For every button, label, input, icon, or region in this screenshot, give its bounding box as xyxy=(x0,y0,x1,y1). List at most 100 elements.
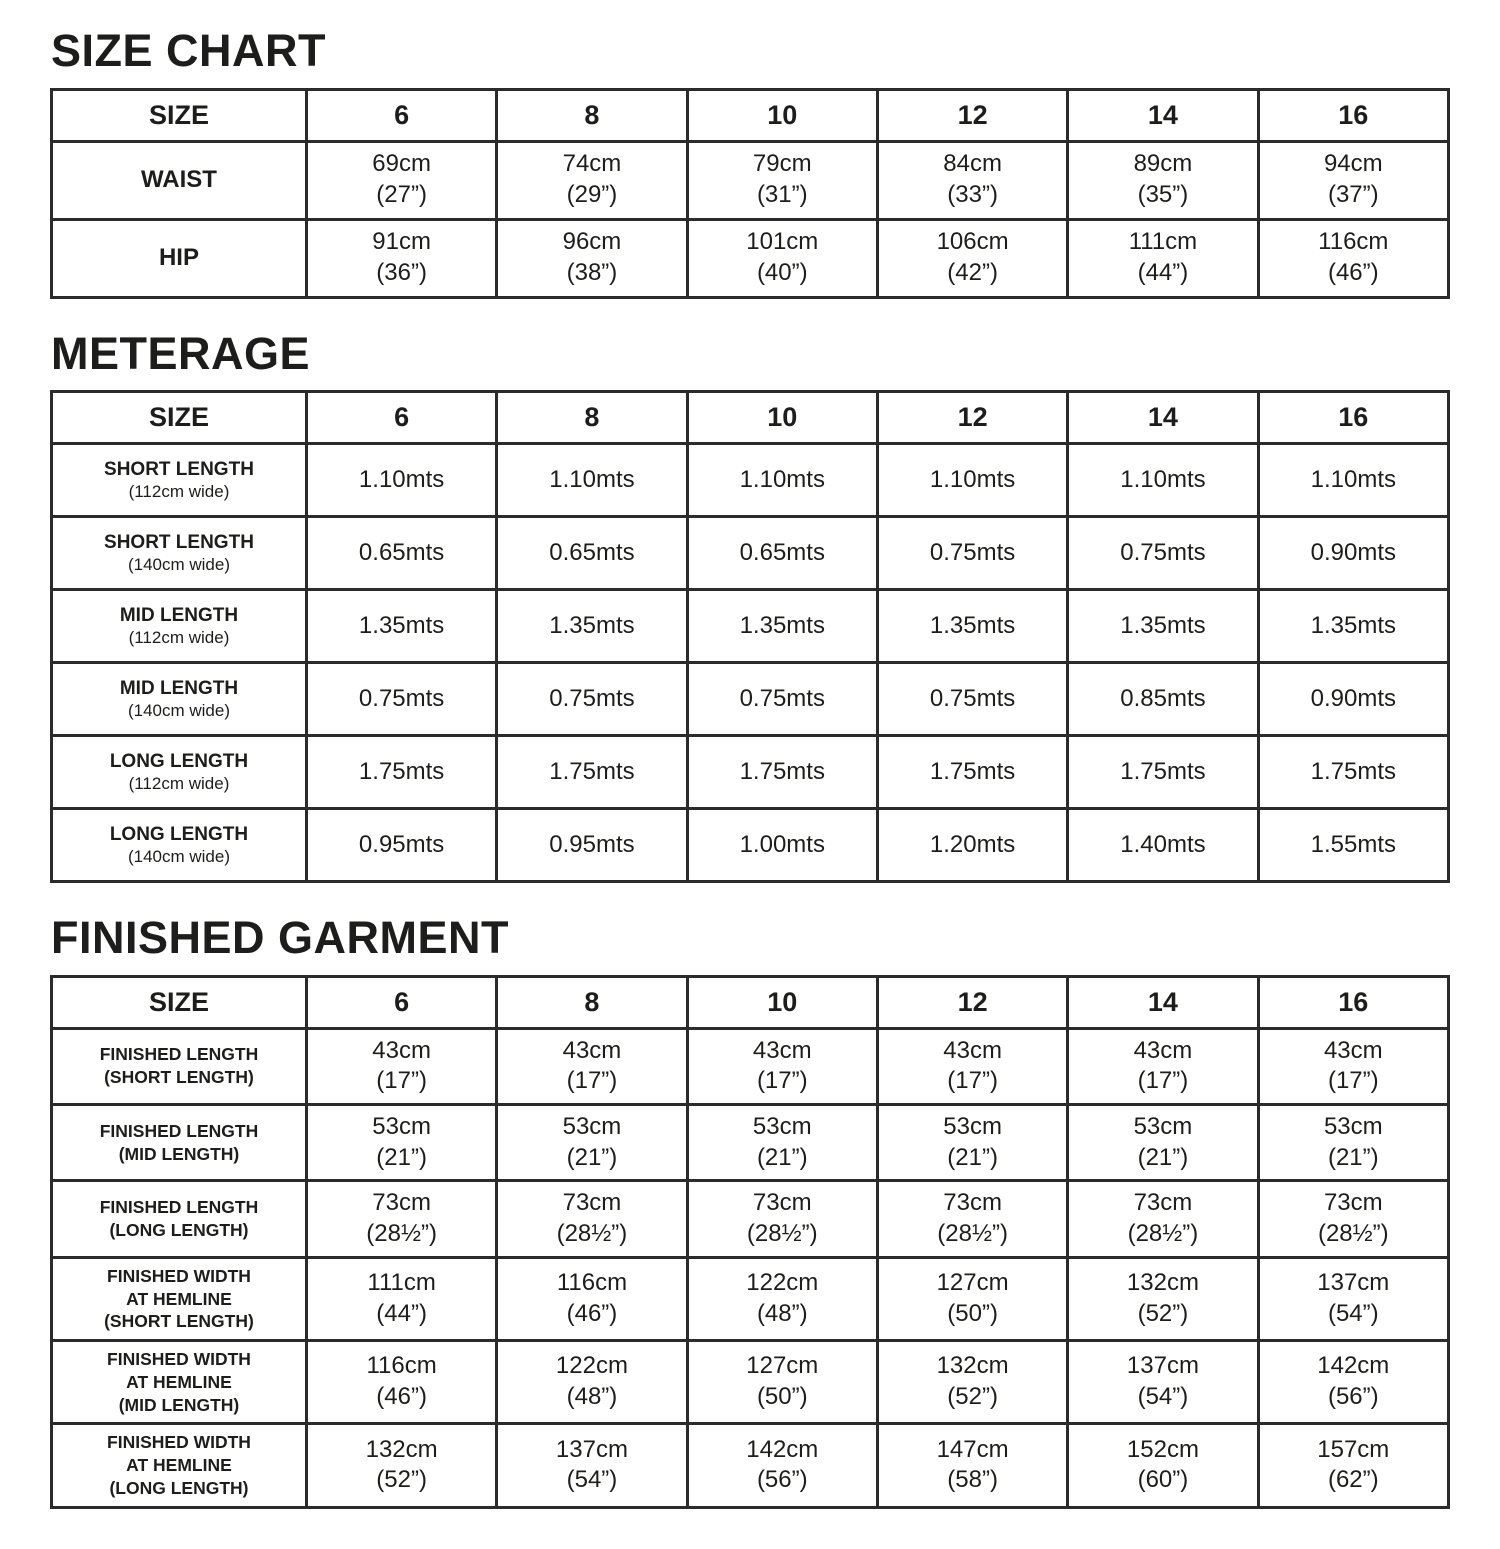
size-column-header: 14 xyxy=(1066,87,1260,143)
row-label: SHORT LENGTH (140cm wide) xyxy=(50,515,308,591)
size-corner-header: SIZE xyxy=(50,87,308,143)
value-cell: 122cm (48”) xyxy=(685,1255,879,1343)
size-chart-section: SIZE CHART SIZE 6 8 10 12 14 16 WAIST 69cm (27”… xyxy=(50,25,1451,299)
table-row: MID LENGTH (112cm wide) 1.35mts 1.35mts 1.35… xyxy=(50,588,1451,664)
value-cell: 1.10mts xyxy=(685,442,879,518)
row-label: MID LENGTH (112cm wide) xyxy=(50,588,308,664)
row-label: WAIST xyxy=(50,139,308,221)
size-column-header: 16 xyxy=(1256,390,1451,445)
value-cell: 73cm (28½”) xyxy=(495,1179,689,1259)
row-label-text: FINISHED WIDTH AT HEMLINE (SHORT LENGTH) xyxy=(104,1265,254,1332)
table-row: SHORT LENGTH (112cm wide) 1.10mts 1.10mts 1.… xyxy=(50,442,1451,518)
size-column-header: 6 xyxy=(304,390,499,445)
value-cell: 106cm (42”) xyxy=(875,217,1070,299)
value-cell: 1.10mts xyxy=(304,442,499,518)
value-cell: 1.75mts xyxy=(304,734,499,810)
row-label-subtext: (112cm wide) xyxy=(128,482,230,502)
row-label-text: MID LENGTH xyxy=(119,604,239,626)
value-cell: 43cm (17”) xyxy=(875,1026,1070,1106)
row-label-text: MID LENGTH xyxy=(119,677,239,699)
row-label-text: LONG LENGTH xyxy=(109,750,249,772)
value-cell: 1.10mts xyxy=(875,442,1070,518)
finished-garment-section: FINISHED GARMENT SIZE 6 8 10 12 14 16 FINISHED… xyxy=(50,912,1451,1509)
value-cell: 69cm (27”) xyxy=(304,139,499,221)
value-cell: 1.10mts xyxy=(1066,442,1260,518)
meterage-table: SIZE 6 8 10 12 14 16 SHORT LENGTH (112cm wide) 1… xyxy=(50,390,1451,883)
value-cell: 111cm (44”) xyxy=(304,1255,499,1343)
value-cell: 0.90mts xyxy=(1256,515,1451,591)
value-cell: 147cm (58”) xyxy=(875,1422,1070,1509)
row-label: FINISHED WIDTH AT HEMLINE (SHORT LENGTH) xyxy=(50,1255,308,1343)
value-cell: 91cm (36”) xyxy=(304,217,499,299)
value-cell: 0.85mts xyxy=(1066,661,1260,737)
table-row: FINISHED WIDTH AT HEMLINE (SHORT LENGTH)… xyxy=(50,1255,1451,1343)
value-cell: 1.35mts xyxy=(304,588,499,664)
value-cell: 1.75mts xyxy=(685,734,879,810)
value-cell: 73cm (28½”) xyxy=(1256,1179,1451,1259)
value-cell: 1.20mts xyxy=(875,807,1070,883)
size-column-header: 10 xyxy=(685,390,879,445)
value-cell: 0.75mts xyxy=(875,515,1070,591)
value-cell: 0.75mts xyxy=(495,661,689,737)
value-cell: 43cm (17”) xyxy=(304,1026,499,1106)
value-cell: 142cm (56”) xyxy=(1256,1339,1451,1426)
size-column-header: 14 xyxy=(1066,974,1260,1030)
row-label: FINISHED LENGTH (MID LENGTH) xyxy=(50,1102,308,1183)
size-chart-title: SIZE CHART xyxy=(51,25,326,76)
value-cell: 1.10mts xyxy=(1256,442,1451,518)
table-row: FINISHED WIDTH AT HEMLINE (LONG LENGTH) 1… xyxy=(50,1422,1451,1509)
value-cell: 1.75mts xyxy=(1256,734,1451,810)
value-cell: 0.65mts xyxy=(685,515,879,591)
table-row: FINISHED WIDTH AT HEMLINE (MID LENGTH) 11… xyxy=(50,1339,1451,1426)
table-row: WAIST 69cm (27”) 74cm (29”) 79cm (31”) 84cm … xyxy=(50,139,1451,221)
value-cell: 43cm (17”) xyxy=(1066,1026,1260,1106)
value-cell: 96cm (38”) xyxy=(495,217,689,299)
meterage-title: METERAGE xyxy=(51,327,311,379)
row-label-text: LONG LENGTH xyxy=(109,823,249,845)
value-cell: 53cm (21”) xyxy=(304,1102,499,1183)
value-cell: 142cm (56”) xyxy=(685,1422,879,1509)
value-cell: 1.55mts xyxy=(1256,807,1451,883)
value-cell: 0.65mts xyxy=(304,515,499,591)
size-corner-header: SIZE xyxy=(50,390,308,445)
value-cell: 127cm (50”) xyxy=(875,1255,1070,1343)
row-label-subtext: (140cm wide) xyxy=(127,555,230,575)
value-cell: 1.35mts xyxy=(495,588,689,664)
value-cell: 132cm (52”) xyxy=(1066,1255,1260,1343)
value-cell: 73cm (28½”) xyxy=(304,1179,499,1259)
finished-garment-title: FINISHED GARMENT xyxy=(51,912,509,963)
value-cell: 1.75mts xyxy=(875,734,1070,810)
table-row: LONG LENGTH (140cm wide) 0.95mts 0.95mts 1.0… xyxy=(50,807,1451,883)
finished-garment-table: SIZE 6 8 10 12 14 16 FINISHED LENGTH (SHORT LE… xyxy=(50,974,1451,1509)
row-label-text: FINISHED LENGTH (LONG LENGTH) xyxy=(99,1197,259,1241)
table-row: HIP 91cm (36”) 96cm (38”) 101cm (40”) 106cm … xyxy=(50,217,1451,299)
value-cell: 137cm (54”) xyxy=(495,1422,689,1509)
row-label-text: FINISHED WIDTH AT HEMLINE (MID LENGTH) xyxy=(107,1349,251,1415)
row-label-text: FINISHED WIDTH AT HEMLINE (LONG LENGTH) xyxy=(107,1432,251,1498)
value-cell: 53cm (21”) xyxy=(495,1102,689,1183)
row-label-text: SHORT LENGTH xyxy=(104,531,254,553)
size-column-header: 12 xyxy=(875,390,1070,445)
row-label: FINISHED LENGTH (LONG LENGTH) xyxy=(50,1179,308,1259)
value-cell: 132cm (52”) xyxy=(875,1339,1070,1426)
value-cell: 0.75mts xyxy=(685,661,879,737)
table-row: FINISHED LENGTH (LONG LENGTH) 73cm (28½”)… xyxy=(50,1179,1451,1259)
table-row: FINISHED LENGTH (MID LENGTH) 53cm (21”) 53… xyxy=(50,1102,1451,1183)
row-label-text: FINISHED LENGTH (SHORT LENGTH) xyxy=(99,1044,259,1088)
value-cell: 127cm (50”) xyxy=(685,1339,879,1426)
value-cell: 53cm (21”) xyxy=(875,1102,1070,1183)
value-cell: 152cm (60”) xyxy=(1066,1422,1260,1509)
row-label-subtext: (140cm wide) xyxy=(127,701,230,721)
value-cell: 1.75mts xyxy=(1066,734,1260,810)
value-cell: 94cm (37”) xyxy=(1256,139,1451,221)
value-cell: 1.40mts xyxy=(1066,807,1260,883)
meterage-section: METERAGE SIZE 6 8 10 12 14 16 SHORT LENGTH (112… xyxy=(50,327,1451,883)
row-label: FINISHED LENGTH (SHORT LENGTH) xyxy=(50,1026,308,1106)
row-label: MID LENGTH (140cm wide) xyxy=(50,661,308,737)
size-column-header: 8 xyxy=(495,974,689,1030)
value-cell: 43cm (17”) xyxy=(1256,1026,1451,1106)
value-cell: 79cm (31”) xyxy=(685,139,879,221)
row-label: FINISHED WIDTH AT HEMLINE (LONG LENGTH) xyxy=(50,1422,308,1509)
header-row: SIZE 6 8 10 12 14 16 xyxy=(50,87,1451,143)
